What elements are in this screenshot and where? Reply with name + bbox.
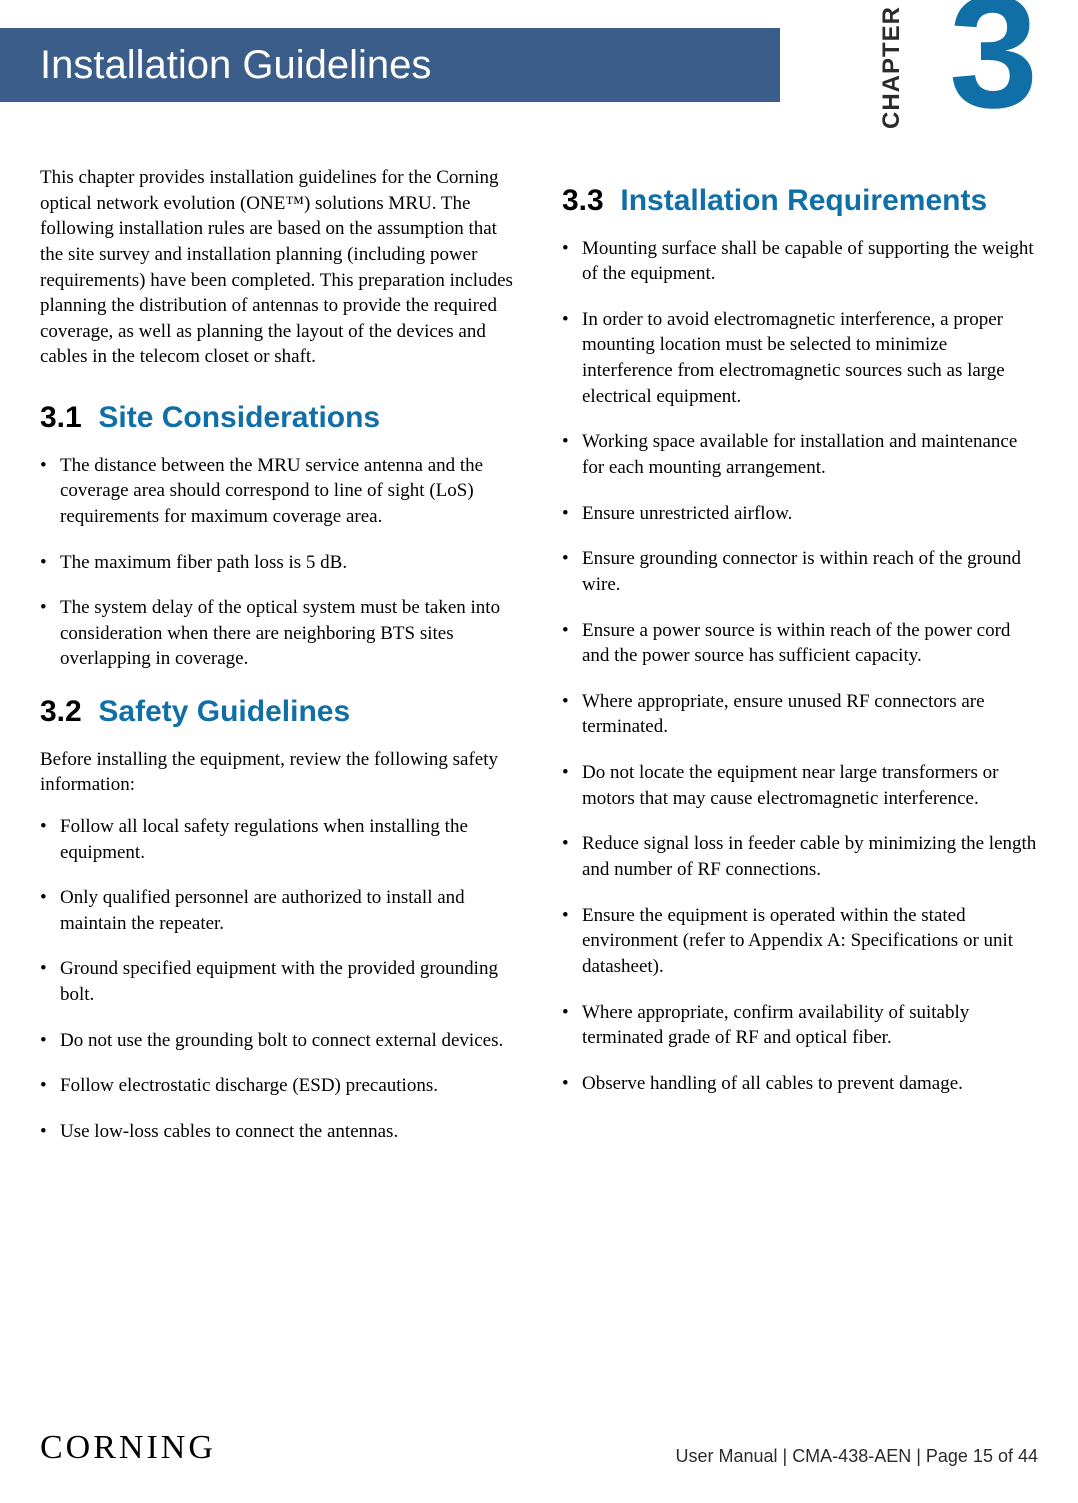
section-title: Installation Requirements (620, 184, 987, 217)
chapter-label: CHAPTER (878, 6, 906, 129)
list-item: The maximum fiber path loss is 5 dB. (40, 550, 516, 576)
chapter-number: 3 (949, 0, 1038, 132)
section-3-2-list: Follow all local safety regulations when… (40, 814, 516, 1145)
list-item: Where appropriate, confirm availability … (562, 1000, 1038, 1051)
list-item: Do not locate the equipment near large t… (562, 760, 1038, 811)
list-item: Ground specified equipment with the prov… (40, 956, 516, 1007)
section-3-3-list: Mounting surface shall be capable of sup… (562, 236, 1038, 1097)
list-item: Only qualified personnel are authorized … (40, 885, 516, 936)
list-item: Follow electrostatic discharge (ESD) pre… (40, 1073, 516, 1099)
intro-paragraph: This chapter provides installation guide… (40, 165, 516, 370)
section-3-1-heading: 3.1 Site Considerations (40, 398, 516, 439)
list-item: Ensure the equipment is operated within … (562, 903, 1038, 980)
list-item: Reduce signal loss in feeder cable by mi… (562, 831, 1038, 882)
section-3-2-heading: 3.2 Safety Guidelines (40, 692, 516, 733)
list-item: Working space available for installation… (562, 429, 1038, 480)
section-number: 3.2 (40, 695, 82, 728)
section-3-3-heading: 3.3 Installation Requirements (562, 181, 1038, 222)
list-item: Mounting surface shall be capable of sup… (562, 236, 1038, 287)
list-item: The system delay of the optical system m… (40, 595, 516, 672)
section-number: 3.1 (40, 401, 82, 434)
list-item: Use low-loss cables to connect the anten… (40, 1119, 516, 1145)
list-item: Observe handling of all cables to preven… (562, 1071, 1038, 1097)
list-item: Ensure a power source is within reach of… (562, 618, 1038, 669)
footer-text: User Manual | CMA-438-AEN | Page 15 of 4… (675, 1446, 1038, 1467)
header: Installation Guidelines CHAPTER 3 (0, 0, 1078, 135)
list-item: In order to avoid electromagnetic interf… (562, 307, 1038, 410)
list-item: Where appropriate, ensure unused RF conn… (562, 689, 1038, 740)
section-title: Safety Guidelines (98, 695, 350, 728)
chapter-title: Installation Guidelines (40, 43, 431, 88)
list-item: Do not use the grounding bolt to connect… (40, 1028, 516, 1054)
section-title: Site Considerations (98, 401, 380, 434)
corning-logo: CORNING (40, 1429, 216, 1467)
right-column: 3.3 Installation Requirements Mounting s… (562, 165, 1038, 1165)
title-bar: Installation Guidelines (0, 28, 780, 102)
section-3-2-intro: Before installing the equipment, review … (40, 747, 516, 798)
list-item: The distance between the MRU service ant… (40, 453, 516, 530)
section-3-1-list: The distance between the MRU service ant… (40, 453, 516, 672)
section-number: 3.3 (562, 184, 604, 217)
left-column: This chapter provides installation guide… (40, 165, 516, 1165)
list-item: Follow all local safety regulations when… (40, 814, 516, 865)
page: Installation Guidelines CHAPTER 3 This c… (0, 0, 1078, 1503)
list-item: Ensure grounding connector is within rea… (562, 546, 1038, 597)
footer: CORNING User Manual | CMA-438-AEN | Page… (40, 1429, 1038, 1467)
list-item: Ensure unrestricted airflow. (562, 501, 1038, 527)
content-columns: This chapter provides installation guide… (0, 135, 1078, 1165)
